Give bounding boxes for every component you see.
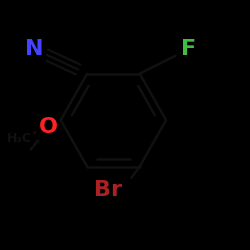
Text: F: F <box>181 39 196 59</box>
Text: O: O <box>38 118 58 138</box>
Text: N: N <box>25 39 44 59</box>
Text: Br: Br <box>94 180 122 200</box>
Text: H₃C: H₃C <box>7 132 32 145</box>
